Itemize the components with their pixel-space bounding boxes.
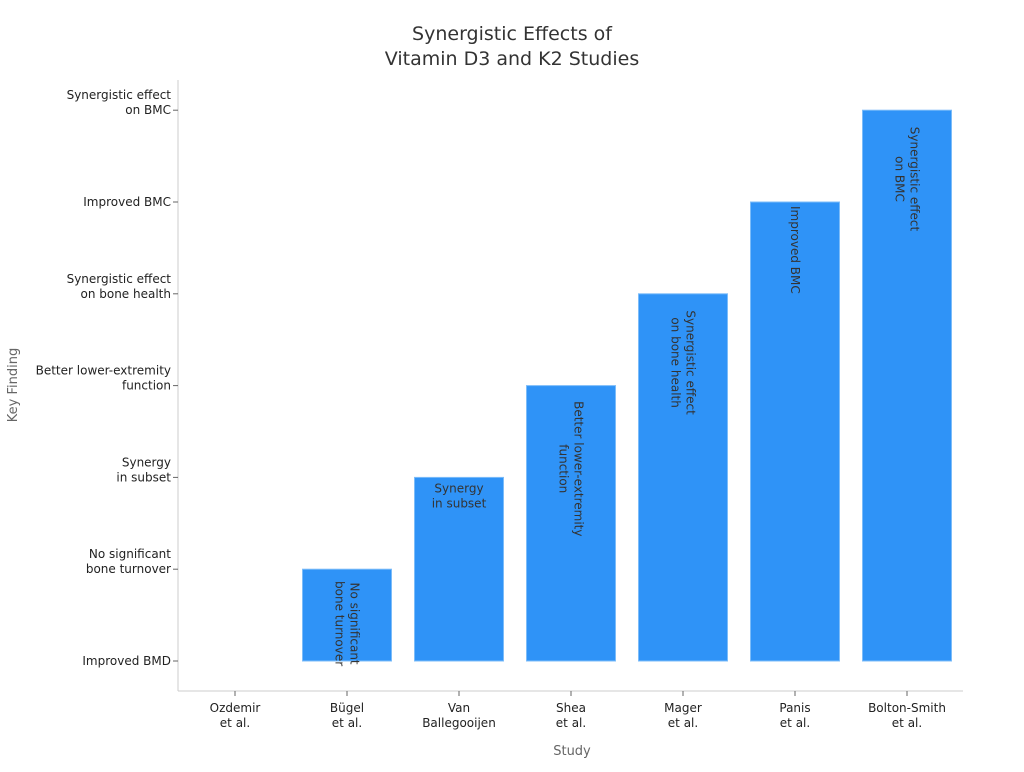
y-tick-label: Improved BMD <box>82 654 171 668</box>
bar <box>302 568 392 662</box>
x-tick-label: Bolton-Smith et al. <box>868 701 946 730</box>
y-tick-label: Improved BMC <box>83 195 171 209</box>
y-tick-label: Better lower-extremity function <box>36 364 171 393</box>
bar <box>638 293 728 662</box>
bar <box>414 476 504 662</box>
y-axis-label: Key Finding <box>6 348 21 422</box>
x-tick-label: Shea et al. <box>556 701 586 730</box>
bar-label: Synergy in subset <box>432 481 487 510</box>
y-tick-label: No significant bone turnover <box>86 547 171 576</box>
bar-label: Synergistic effecton bone health <box>669 310 698 415</box>
bar <box>750 201 840 662</box>
bar-label: No significantbone turnover <box>333 581 362 666</box>
y-tick-label: Synergistic effect on bone health <box>67 272 172 301</box>
y-tick-label: Synergy in subset <box>116 455 171 484</box>
x-tick-label: Ozdemir et al. <box>210 701 261 730</box>
x-tick-label: Mager et al. <box>664 701 702 730</box>
x-tick-label: Van Ballegooijen <box>422 701 496 730</box>
chart-title: Synergistic Effects of Vitamin D3 and K2 … <box>385 23 639 70</box>
bar-label: Improved BMC <box>788 206 802 294</box>
x-tick-label: Panis et al. <box>779 701 810 730</box>
bar-label: Better lower-extremityfunction <box>557 401 586 536</box>
bar-label: Synergistic effecton BMC <box>893 127 922 232</box>
x-axis-label: Study <box>553 744 591 759</box>
x-tick-label: Bügel et al. <box>330 701 364 730</box>
bar <box>526 385 616 662</box>
bar <box>862 109 952 662</box>
y-tick-label: Synergistic effect on BMC <box>67 88 172 117</box>
